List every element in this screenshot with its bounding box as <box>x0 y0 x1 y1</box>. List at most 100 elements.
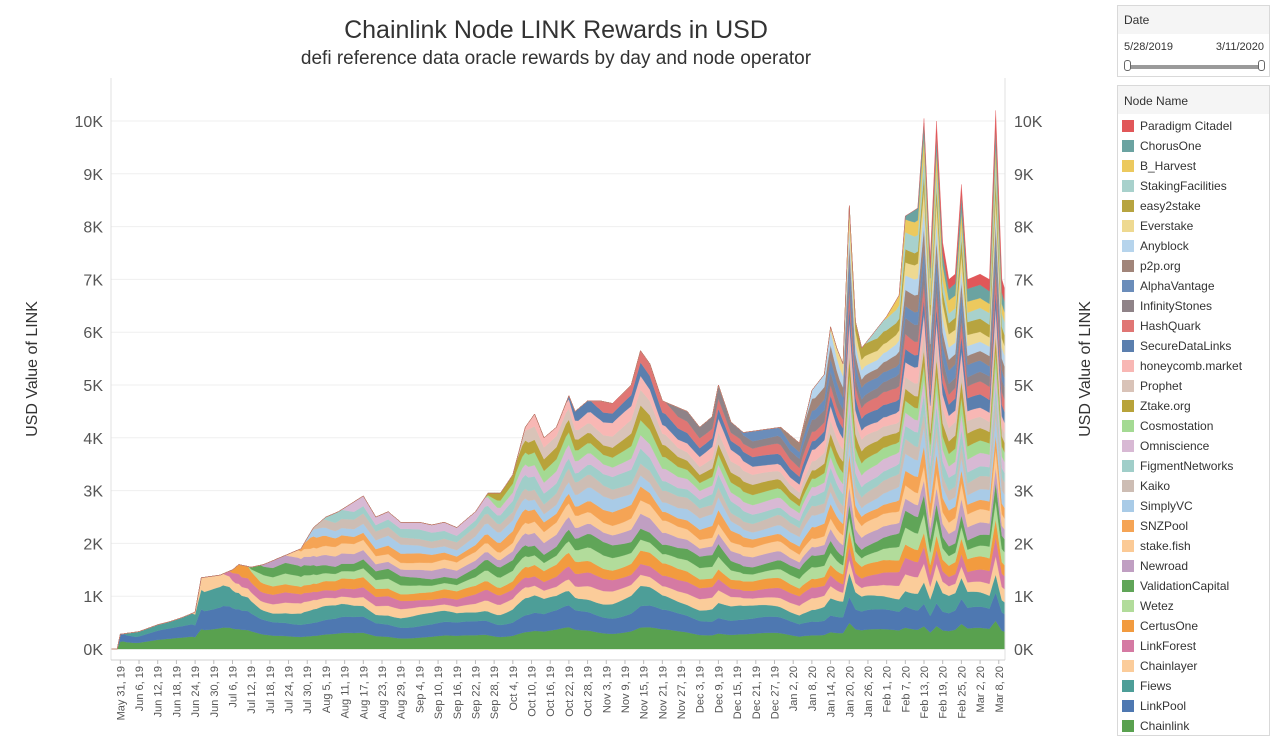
legend-item-linkforest[interactable]: LinkForest <box>1118 636 1269 656</box>
legend-item-anyblock[interactable]: Anyblock <box>1118 236 1269 256</box>
x-tick-label: Sep 10, 19 <box>433 666 445 719</box>
x-tick-label: Feb 1, 20 <box>882 666 894 712</box>
legend-item-chainlayer[interactable]: Chainlayer <box>1118 656 1269 676</box>
legend-swatch <box>1122 400 1134 412</box>
legend-swatch <box>1122 640 1134 652</box>
legend-item-newroad[interactable]: Newroad <box>1118 556 1269 576</box>
legend-item-wetez[interactable]: Wetez <box>1118 596 1269 616</box>
y-axis-title-right: USD Value of LINK <box>1077 301 1094 437</box>
legend-swatch <box>1122 520 1134 532</box>
legend-label: SecureDataLinks <box>1140 339 1232 353</box>
legend-swatch <box>1122 560 1134 572</box>
x-tick-label: Jul 12, 19 <box>246 666 258 714</box>
x-tick-label: Sep 28, 19 <box>489 666 501 719</box>
x-tick-label: Feb 7, 20 <box>900 666 912 712</box>
legend-swatch <box>1122 280 1134 292</box>
date-range-start-handle[interactable] <box>1124 60 1131 71</box>
legend-swatch <box>1122 480 1134 492</box>
legend-label: SNZPool <box>1140 519 1189 533</box>
legend-item-alphavantage[interactable]: AlphaVantage <box>1118 276 1269 296</box>
x-tick-label: Feb 25, 20 <box>956 666 968 719</box>
x-tick-label: Jun 24, 19 <box>190 666 202 717</box>
legend-swatch <box>1122 140 1134 152</box>
x-tick-label: Oct 16, 19 <box>545 666 557 717</box>
date-filter-end: 3/11/2020 <box>1215 41 1264 53</box>
legend-label: SimplyVC <box>1140 499 1193 513</box>
chart-svg: Chainlink Node LINK Rewards in USD defi … <box>24 16 1094 720</box>
legend-item-simplyvc[interactable]: SimplyVC <box>1118 496 1269 516</box>
date-filter-title: Date <box>1118 6 1269 34</box>
legend-item-securedatalinks[interactable]: SecureDataLinks <box>1118 336 1269 356</box>
y-tick-label-right: 9K <box>1014 167 1034 184</box>
legend-item-infinitystones[interactable]: InfinityStones <box>1118 296 1269 316</box>
y-tick-label-left: 1K <box>83 589 103 606</box>
x-tick-label: Aug 23, 19 <box>377 666 389 719</box>
legend-label: Kaiko <box>1140 479 1171 493</box>
x-tick-label: Jan 20, 20 <box>844 666 856 717</box>
x-tick-label: Nov 15, 19 <box>639 666 651 719</box>
legend-label: ValidationCapital <box>1140 579 1230 593</box>
x-tick-label: Mar 8, 20 <box>994 666 1006 712</box>
y-tick-label-left: 4K <box>83 431 103 448</box>
legend-label: easy2stake <box>1140 199 1201 213</box>
legend-item-b-harvest[interactable]: B_Harvest <box>1118 156 1269 176</box>
legend-swatch <box>1122 180 1134 192</box>
x-tick-label: Jul 6, 19 <box>227 666 239 708</box>
x-tick-label: Jan 8, 20 <box>807 666 819 711</box>
legend-item-omniscience[interactable]: Omniscience <box>1118 436 1269 456</box>
date-range-slider-track[interactable] <box>1128 65 1261 69</box>
legend-swatch <box>1122 500 1134 512</box>
legend-swatch <box>1122 260 1134 272</box>
x-tick-label: Aug 17, 19 <box>358 666 370 719</box>
x-tick-label: Sep 16, 19 <box>452 666 464 719</box>
legend-item-linkpool[interactable]: LinkPool <box>1118 696 1269 716</box>
legend-item-figmentnetworks[interactable]: FigmentNetworks <box>1118 456 1269 476</box>
legend-item-fiews[interactable]: Fiews <box>1118 676 1269 696</box>
legend-label: B_Harvest <box>1140 159 1197 173</box>
legend-item-easy2stake[interactable]: easy2stake <box>1118 196 1269 216</box>
legend-swatch <box>1122 720 1134 732</box>
legend-item-chorusone[interactable]: ChorusOne <box>1118 136 1269 156</box>
x-axis-ticks: May 31, 19 Jun 6, 19 Jun 12, 19 Jun 18, 19 J… <box>115 660 1006 720</box>
legend-item-chainlink[interactable]: Chainlink <box>1118 716 1269 735</box>
legend-item-hashquark[interactable]: HashQuark <box>1118 316 1269 336</box>
legend-item-stakingfacilities[interactable]: StakingFacilities <box>1118 176 1269 196</box>
legend-label: Chainlayer <box>1140 659 1198 673</box>
legend-item-validationcapital[interactable]: ValidationCapital <box>1118 576 1269 596</box>
legend-label: HashQuark <box>1140 319 1201 333</box>
legend-swatch <box>1122 360 1134 372</box>
legend-swatch <box>1122 700 1134 712</box>
x-tick-label: Nov 27, 19 <box>676 666 688 719</box>
legend-swatch <box>1122 340 1134 352</box>
legend-item-everstake[interactable]: Everstake <box>1118 216 1269 236</box>
legend-swatch <box>1122 660 1134 672</box>
legend-item-p2p-org[interactable]: p2p.org <box>1118 256 1269 276</box>
y-tick-label-right: 6K <box>1014 325 1034 342</box>
legend-item-honeycomb-market[interactable]: honeycomb.market <box>1118 356 1269 376</box>
y-tick-label-right: 0K <box>1014 642 1034 659</box>
legend-swatch <box>1122 320 1134 332</box>
date-range-end-handle[interactable] <box>1258 60 1265 71</box>
legend-item-paradigm-citadel[interactable]: Paradigm Citadel <box>1118 116 1269 136</box>
chart-subtitle: defi reference data oracle rewards by da… <box>301 48 812 69</box>
y-tick-label-right: 3K <box>1014 484 1034 501</box>
y-tick-label-right: 1K <box>1014 589 1034 606</box>
legend-label: Fiews <box>1140 679 1172 693</box>
legend-label: honeycomb.market <box>1140 359 1243 373</box>
legend-item-snzpool[interactable]: SNZPool <box>1118 516 1269 536</box>
x-tick-label: Feb 13, 20 <box>919 666 931 719</box>
x-tick-label: Dec 27, 19 <box>769 666 781 719</box>
legend-swatch <box>1122 540 1134 552</box>
legend-item-certusone[interactable]: CertusOne <box>1118 616 1269 636</box>
legend-label: stake.fish <box>1140 539 1191 553</box>
legend-item-kaiko[interactable]: Kaiko <box>1118 476 1269 496</box>
legend-item-ztake-org[interactable]: Ztake.org <box>1118 396 1269 416</box>
legend-item-cosmostation[interactable]: Cosmostation <box>1118 416 1269 436</box>
legend-item-stake-fish[interactable]: stake.fish <box>1118 536 1269 556</box>
legend-label: Paradigm Citadel <box>1140 119 1233 133</box>
y-tick-label-left: 2K <box>83 536 103 553</box>
legend-swatch <box>1122 600 1134 612</box>
x-tick-label: Jul 24, 19 <box>284 666 296 714</box>
x-tick-label: Dec 9, 19 <box>713 666 725 713</box>
legend-item-prophet[interactable]: Prophet <box>1118 376 1269 396</box>
